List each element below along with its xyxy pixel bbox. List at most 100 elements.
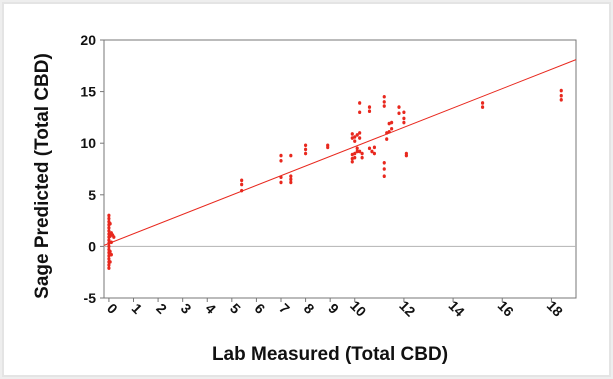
data-point bbox=[108, 221, 112, 226]
data-point bbox=[404, 153, 408, 158]
data-point bbox=[370, 149, 374, 154]
x-tick-label: 7 bbox=[276, 300, 293, 317]
data-point bbox=[480, 101, 485, 105]
data-point bbox=[355, 146, 359, 151]
data-point bbox=[350, 152, 354, 157]
data-point bbox=[107, 253, 111, 258]
x-tick-label: 14 bbox=[445, 297, 467, 319]
x-tick-label: 3 bbox=[178, 300, 195, 317]
data-point bbox=[303, 151, 308, 156]
data-point bbox=[367, 109, 372, 114]
plot-frame bbox=[103, 39, 577, 299]
data-point bbox=[390, 120, 394, 125]
data-point bbox=[397, 105, 401, 109]
y-axis-title: Sage Predicted (Total CBD) bbox=[32, 53, 53, 299]
data-point bbox=[289, 180, 293, 185]
data-point bbox=[107, 216, 111, 221]
x-tick-label: 6 bbox=[252, 300, 269, 317]
data-point bbox=[108, 249, 112, 254]
y-tick-label: 15 bbox=[80, 84, 96, 100]
data-point bbox=[397, 111, 401, 116]
data-point bbox=[107, 263, 111, 267]
data-point bbox=[382, 100, 386, 104]
x-tick-label: 2 bbox=[153, 300, 170, 317]
data-point bbox=[382, 94, 386, 99]
data-point bbox=[360, 151, 364, 156]
data-point bbox=[240, 182, 244, 187]
data-point bbox=[382, 161, 386, 165]
x-tick-label: 18 bbox=[544, 297, 566, 319]
data-point bbox=[559, 88, 563, 93]
data-point bbox=[109, 240, 113, 245]
x-tick-label: 5 bbox=[227, 300, 244, 317]
data-point bbox=[303, 143, 308, 148]
data-point bbox=[350, 159, 354, 164]
data-point bbox=[559, 98, 563, 102]
y-tick-label: 5 bbox=[88, 187, 96, 203]
data-point bbox=[107, 238, 111, 243]
data-point bbox=[382, 104, 386, 108]
data-point bbox=[107, 229, 111, 233]
data-point bbox=[372, 145, 377, 150]
data-point bbox=[385, 131, 389, 135]
data-point bbox=[279, 158, 283, 163]
data-point bbox=[326, 145, 330, 150]
data-point bbox=[353, 139, 357, 143]
data-point bbox=[107, 241, 111, 246]
data-point bbox=[108, 234, 112, 238]
data-point bbox=[390, 126, 394, 131]
data-point bbox=[353, 151, 357, 156]
data-point bbox=[382, 167, 386, 171]
y-tick-label: 10 bbox=[80, 135, 96, 151]
fit-line bbox=[103, 59, 577, 246]
data-point bbox=[240, 188, 244, 193]
data-point bbox=[382, 174, 386, 179]
data-point bbox=[480, 105, 485, 109]
data-point bbox=[372, 151, 377, 156]
y-tick-label: 20 bbox=[80, 32, 96, 48]
data-point bbox=[367, 105, 372, 109]
x-axis-title: Lab Measured (Total CBD) bbox=[212, 344, 448, 365]
x-tick-label: 8 bbox=[301, 300, 318, 317]
data-point bbox=[107, 213, 111, 218]
data-point bbox=[240, 178, 244, 183]
data-point bbox=[279, 175, 283, 180]
data-point bbox=[109, 252, 113, 257]
data-point bbox=[387, 130, 391, 134]
data-point bbox=[112, 235, 116, 239]
data-point bbox=[279, 153, 283, 158]
data-point bbox=[350, 132, 354, 136]
data-point bbox=[289, 174, 293, 179]
data-point bbox=[289, 153, 293, 158]
data-point bbox=[289, 177, 293, 182]
x-tick-label: 10 bbox=[347, 297, 369, 319]
data-point bbox=[385, 137, 389, 141]
data-point bbox=[358, 149, 362, 154]
data-point bbox=[108, 260, 112, 264]
data-point bbox=[360, 155, 364, 160]
data-point bbox=[358, 110, 362, 115]
data-point bbox=[107, 266, 111, 270]
data-point bbox=[279, 180, 283, 185]
data-point bbox=[402, 116, 406, 121]
y-tick-label: 0 bbox=[88, 238, 96, 254]
data-point bbox=[353, 155, 357, 160]
data-point bbox=[350, 156, 354, 161]
y-tick-label: -5 bbox=[84, 290, 97, 306]
data-point bbox=[358, 131, 362, 135]
x-tick-label: 16 bbox=[495, 297, 517, 319]
x-tick-label: 9 bbox=[325, 300, 342, 317]
data-point bbox=[353, 135, 357, 139]
data-point bbox=[303, 147, 308, 152]
data-point bbox=[107, 226, 111, 230]
data-point bbox=[387, 121, 391, 126]
x-tick-label: 1 bbox=[129, 300, 146, 317]
data-point bbox=[107, 256, 111, 261]
data-point bbox=[355, 149, 359, 154]
data-point bbox=[402, 110, 406, 115]
data-point bbox=[355, 133, 359, 137]
data-point bbox=[559, 93, 563, 98]
data-point bbox=[367, 146, 372, 151]
data-point bbox=[350, 136, 354, 140]
